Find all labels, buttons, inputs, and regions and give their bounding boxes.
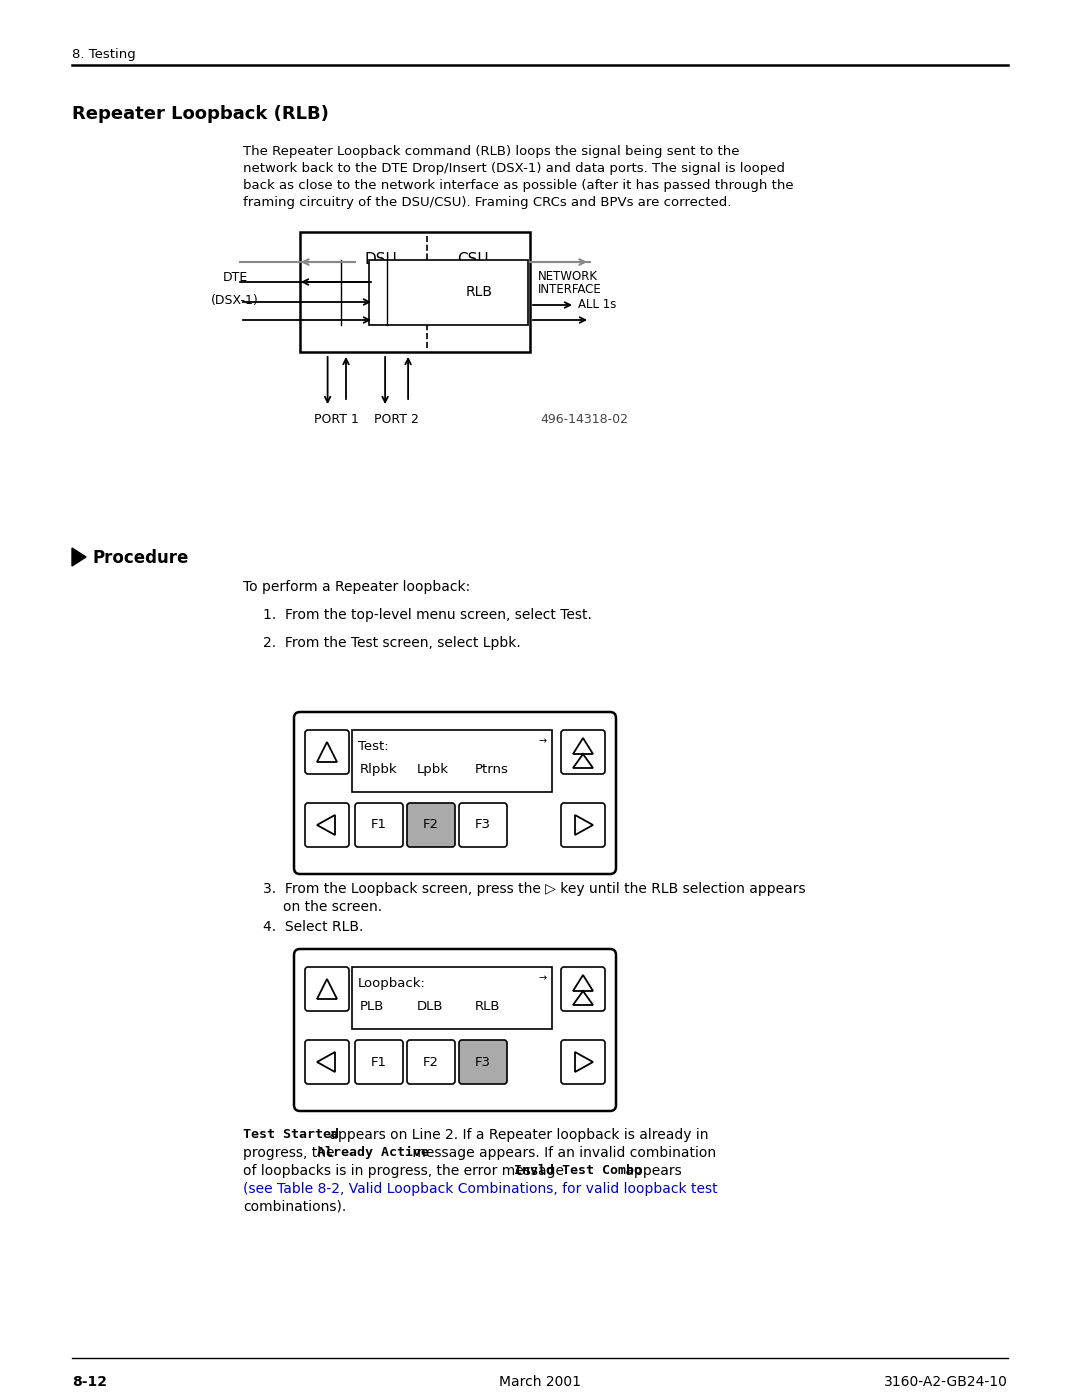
Text: Ptrns: Ptrns	[474, 763, 509, 775]
FancyBboxPatch shape	[459, 803, 507, 847]
Text: F2: F2	[423, 1056, 438, 1069]
Text: Lpbk: Lpbk	[417, 763, 449, 775]
Text: RLB: RLB	[465, 285, 492, 299]
Text: The Repeater Loopback command (RLB) loops the signal being sent to the: The Repeater Loopback command (RLB) loop…	[243, 145, 740, 158]
FancyBboxPatch shape	[294, 949, 616, 1111]
Text: INTERFACE: INTERFACE	[538, 284, 602, 296]
Text: Test:: Test:	[357, 740, 389, 753]
Text: 4.  Select RLB.: 4. Select RLB.	[264, 921, 363, 935]
Text: →: →	[539, 736, 546, 746]
Text: back as close to the network interface as possible (after it has passed through : back as close to the network interface a…	[243, 179, 794, 191]
Text: 8. Testing: 8. Testing	[72, 47, 136, 61]
FancyBboxPatch shape	[355, 1039, 403, 1084]
Text: F1: F1	[372, 1056, 387, 1069]
Text: DTE: DTE	[222, 271, 247, 284]
Polygon shape	[72, 548, 86, 566]
FancyBboxPatch shape	[352, 731, 552, 792]
Text: 3160-A2-GB24-10: 3160-A2-GB24-10	[885, 1375, 1008, 1389]
Text: NETWORK: NETWORK	[538, 270, 598, 284]
Text: PORT 1: PORT 1	[314, 414, 360, 426]
FancyBboxPatch shape	[355, 803, 403, 847]
Text: ALL 1s: ALL 1s	[578, 299, 617, 312]
FancyBboxPatch shape	[305, 731, 349, 774]
Text: Rlpbk: Rlpbk	[360, 763, 397, 775]
Text: message appears. If an invalid combination: message appears. If an invalid combinati…	[408, 1146, 716, 1160]
Bar	[369, 260, 528, 326]
Text: framing circuitry of the DSU/CSU). Framing CRCs and BPVs are corrected.: framing circuitry of the DSU/CSU). Frami…	[243, 196, 731, 210]
Text: appears: appears	[621, 1164, 681, 1178]
Text: 496-14318-02: 496-14318-02	[540, 414, 627, 426]
Text: To perform a Repeater loopback:: To perform a Repeater loopback:	[243, 580, 470, 594]
Text: Invld Test Combo: Invld Test Combo	[514, 1164, 642, 1178]
Text: Loopback:: Loopback:	[357, 977, 426, 990]
FancyBboxPatch shape	[407, 1039, 455, 1084]
Text: March 2001: March 2001	[499, 1375, 581, 1389]
Text: on the screen.: on the screen.	[283, 900, 382, 914]
Text: 3.  From the Loopback screen, press the ▷ key until the RLB selection appears: 3. From the Loopback screen, press the ▷…	[264, 882, 806, 895]
Text: combinations).: combinations).	[243, 1200, 347, 1214]
Text: RLB: RLB	[474, 1000, 500, 1013]
FancyBboxPatch shape	[305, 803, 349, 847]
FancyBboxPatch shape	[561, 1039, 605, 1084]
Text: Procedure: Procedure	[93, 549, 189, 567]
Text: 2.  From the Test screen, select Lpbk.: 2. From the Test screen, select Lpbk.	[264, 636, 521, 650]
Text: (DSX-1): (DSX-1)	[211, 293, 259, 307]
Text: Test Started: Test Started	[243, 1127, 339, 1141]
Text: 8-12: 8-12	[72, 1375, 107, 1389]
Text: Repeater Loopback (RLB): Repeater Loopback (RLB)	[72, 105, 329, 123]
FancyBboxPatch shape	[459, 1039, 507, 1084]
Text: F3: F3	[475, 819, 491, 831]
FancyBboxPatch shape	[561, 803, 605, 847]
FancyBboxPatch shape	[305, 967, 349, 1011]
Text: appears on Line 2. If a Repeater loopback is already in: appears on Line 2. If a Repeater loopbac…	[325, 1127, 708, 1141]
FancyBboxPatch shape	[294, 712, 616, 875]
FancyBboxPatch shape	[305, 1039, 349, 1084]
Text: F1: F1	[372, 819, 387, 831]
Text: PORT 2: PORT 2	[374, 414, 419, 426]
Text: 1.  From the top-level menu screen, select Test.: 1. From the top-level menu screen, selec…	[264, 608, 592, 622]
Text: F3: F3	[475, 1056, 491, 1069]
Text: network back to the DTE Drop/Insert (DSX-1) and data ports. The signal is looped: network back to the DTE Drop/Insert (DSX…	[243, 162, 785, 175]
Text: CSU: CSU	[457, 251, 488, 267]
Text: DSU: DSU	[364, 251, 396, 267]
FancyBboxPatch shape	[561, 731, 605, 774]
Text: of loopbacks is in progress, the error message: of loopbacks is in progress, the error m…	[243, 1164, 568, 1178]
Text: F2: F2	[423, 819, 438, 831]
FancyBboxPatch shape	[407, 803, 455, 847]
Text: Already Active: Already Active	[318, 1146, 429, 1160]
Text: →: →	[539, 972, 546, 983]
FancyBboxPatch shape	[352, 967, 552, 1030]
Text: progress, the: progress, the	[243, 1146, 339, 1160]
Text: (see Table 8-2, Valid Loopback Combinations, for valid loopback test: (see Table 8-2, Valid Loopback Combinati…	[243, 1182, 717, 1196]
Text: DLB: DLB	[417, 1000, 444, 1013]
Text: PLB: PLB	[360, 1000, 384, 1013]
FancyBboxPatch shape	[561, 967, 605, 1011]
Bar	[300, 232, 530, 352]
